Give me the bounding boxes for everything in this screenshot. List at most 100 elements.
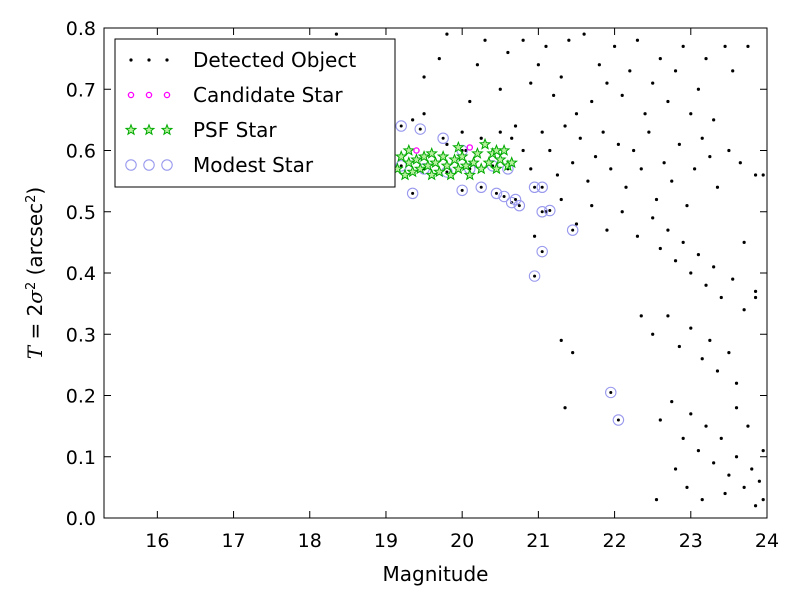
detected-object-point [746,424,750,428]
legend-label-detected-object: Detected Object [193,48,356,72]
detected-object-point [563,124,567,128]
detected-object-point [654,498,659,502]
detected-object-point [555,173,560,177]
detected-object-point [647,130,651,134]
plot-marks [334,32,765,508]
detected-object-point [761,498,765,502]
detected-object-point [605,81,609,85]
psf-star-point [455,150,469,162]
x-tick-label: 17 [221,530,245,552]
detected-object-point [651,81,655,85]
detected-object-point [334,32,339,36]
modest-star-center [479,185,483,189]
y-tick-label: 0.5 [66,202,96,224]
detected-object-point [422,75,426,79]
detected-object-point [651,332,655,336]
detected-object-point [712,265,716,269]
detected-object-point [445,32,449,36]
modest-star-center [540,250,544,254]
detected-object-point [761,173,765,177]
detected-object-point [662,161,666,165]
detected-object-point [411,118,415,122]
modest-star-point [528,270,541,282]
detected-object-point [727,473,731,477]
modest-star-center [548,209,552,213]
psf-star-point [402,143,416,156]
detected-object-point [536,63,540,67]
detected-object-point [734,381,739,385]
detected-object-point [715,369,720,373]
psf-star-point [448,153,461,166]
modest-star-point [536,206,548,218]
detected-object-point [559,338,563,342]
modest-star-point [513,199,526,212]
detected-object-point [731,69,735,73]
legend-marker-modest-star [125,159,137,171]
modest-star-center [399,164,403,168]
detected-object-point [742,308,746,312]
legend-marker-candidate-star [145,91,153,99]
detected-object-point [704,424,708,428]
detected-object-point [738,161,742,165]
y-label-sigma: σ [23,289,47,304]
detected-object-point [548,148,552,153]
detected-object-point [666,228,670,232]
detected-object-point [620,93,624,97]
detected-object-point [590,204,594,208]
detected-object-point [578,136,582,140]
psf-star-point [474,162,488,175]
detected-object-point [639,314,643,318]
detected-object-point [670,400,674,404]
psf-star-point [505,156,518,169]
detected-object-point [498,87,502,91]
psf-star-point [425,146,438,159]
detected-object-point [673,467,678,471]
legend-marker-detected-object [165,58,169,62]
y-tick-label: 0.6 [66,141,96,163]
psf-star-point [433,165,446,178]
legend-marker-detected-object [147,58,151,62]
modest-star-center [399,124,403,128]
y-label-unit-open: (arcsec [23,203,47,282]
detected-object-point [761,449,765,453]
detected-object-point [734,455,739,459]
detected-object-point [681,44,685,48]
psf-star-point [493,153,507,166]
x-tick-label: 19 [374,530,398,552]
detected-object-point [582,32,586,36]
detected-object-point [719,436,723,440]
detected-object-point [742,240,746,244]
detected-object-point [574,222,579,226]
detected-object-point [723,491,727,496]
psf-star-point [463,168,477,181]
detected-object-point [529,81,533,85]
detected-object-point [635,234,640,238]
detected-object-point [693,167,697,171]
detected-object-point [685,485,689,489]
detected-object-point [753,173,758,177]
detected-object-point [753,295,758,300]
detected-object-point [658,418,662,422]
detected-object-point [700,357,704,361]
x-tick-label: 18 [298,530,322,552]
detected-object-point [521,148,525,153]
detected-object-point [689,271,693,275]
detected-object-point [601,130,605,134]
psf-star-point [467,156,480,169]
detected-object-point [696,87,701,91]
legend-box [114,38,396,188]
modest-star-point [505,196,518,209]
legend-marker-psf-star [124,123,138,136]
detected-object-point [731,277,735,281]
detected-object-point [689,112,693,116]
detected-object-point [677,142,681,146]
candidate-star-point [413,147,420,154]
modest-star-center [418,127,422,131]
y-tick-label: 0.4 [66,263,96,285]
modest-star-point [414,123,427,135]
detected-object-point [544,44,548,48]
detected-object-point [510,136,514,140]
detected-object-point [498,130,502,134]
modest-star-point [544,204,556,217]
legend-marker-candidate-star [163,91,171,99]
